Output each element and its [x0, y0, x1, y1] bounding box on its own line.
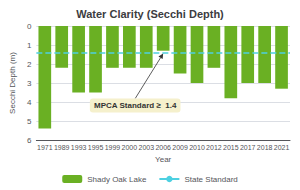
svg-text:0: 0 — [27, 22, 32, 31]
svg-text:1999: 1999 — [105, 144, 121, 151]
svg-text:2003: 2003 — [138, 144, 154, 151]
svg-text:2000: 2000 — [122, 144, 138, 151]
svg-text:4: 4 — [27, 98, 32, 107]
svg-text:2012: 2012 — [206, 144, 222, 151]
svg-text:Shady Oak Lake: Shady Oak Lake — [87, 175, 147, 184]
svg-text:2021: 2021 — [274, 144, 290, 151]
svg-text:MPCA Standard ≥ 1.4: MPCA Standard ≥ 1.4 — [94, 101, 177, 110]
svg-text:2017: 2017 — [240, 144, 256, 151]
svg-text:2010: 2010 — [189, 144, 205, 151]
svg-text:1989: 1989 — [54, 144, 70, 151]
svg-text:2018: 2018 — [257, 144, 273, 151]
svg-text:1993: 1993 — [71, 144, 87, 151]
svg-text:State Standard: State Standard — [184, 175, 237, 184]
svg-text:6: 6 — [27, 136, 32, 145]
svg-text:1971: 1971 — [37, 144, 53, 151]
svg-text:Year: Year — [155, 155, 172, 164]
svg-text:Secchi Depth (m): Secchi Depth (m) — [8, 52, 17, 114]
svg-text:2: 2 — [27, 60, 32, 69]
svg-text:1: 1 — [27, 41, 32, 50]
svg-text:3: 3 — [27, 79, 32, 88]
svg-text:2009: 2009 — [172, 144, 188, 151]
svg-text:Water Clarity (Secchi Depth): Water Clarity (Secchi Depth) — [76, 8, 224, 20]
svg-text:2015: 2015 — [223, 144, 239, 151]
svg-text:1995: 1995 — [88, 144, 104, 151]
svg-text:2006: 2006 — [155, 144, 171, 151]
svg-text:5: 5 — [27, 117, 32, 126]
